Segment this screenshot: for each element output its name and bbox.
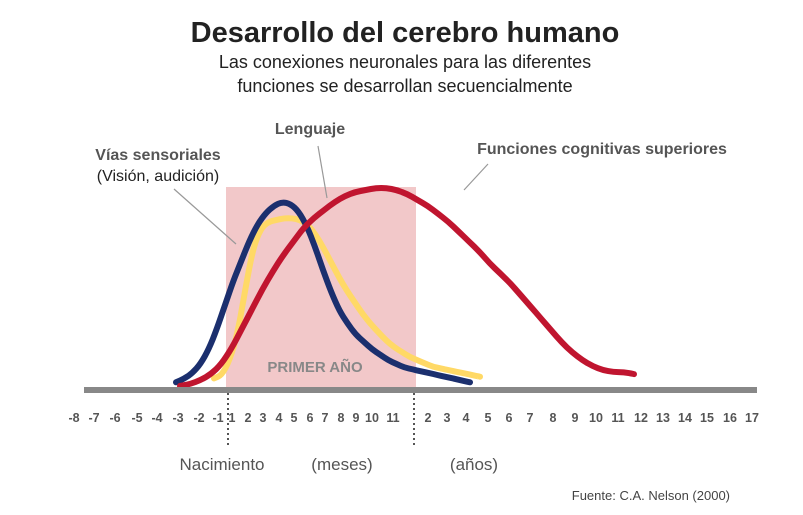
x-tick-label: -8 bbox=[68, 411, 79, 425]
x-tick-label: 14 bbox=[678, 411, 692, 425]
x-tick-label: 2 bbox=[425, 411, 432, 425]
x-tick-label: 5 bbox=[291, 411, 298, 425]
series-label-cognitive: Funciones cognitivas superiores bbox=[477, 141, 727, 158]
x-tick-label: -1 bbox=[212, 411, 223, 425]
x-tick-label: -5 bbox=[131, 411, 142, 425]
x-tick-label: 10 bbox=[365, 411, 379, 425]
chart-subtitle-line-1: Las conexiones neuronales para las difer… bbox=[219, 52, 591, 72]
x-tick-label: 12 bbox=[634, 411, 648, 425]
chart-subtitle-line-2: funciones se desarrollan secuencialmente bbox=[237, 76, 572, 96]
x-tick-label: 10 bbox=[589, 411, 603, 425]
x-tick-label: 15 bbox=[700, 411, 714, 425]
first-year-label: PRIMER AÑO bbox=[267, 358, 363, 376]
x-tick-label: 11 bbox=[386, 411, 399, 425]
x-tick-labels: -8 -7 -6 -5 -4 -3 -2 -1 1 2 3 4 5 6 7 8 9 10 11 2 3 4 5 6 7 8 9 10 1… bbox=[68, 411, 759, 425]
source-note: Fuente: C.A. Nelson (2000) bbox=[572, 488, 730, 503]
months-caption: (meses) bbox=[311, 455, 372, 474]
x-tick-label: 6 bbox=[506, 411, 513, 425]
birth-caption: Nacimiento bbox=[179, 455, 264, 474]
x-tick-label: 3 bbox=[444, 411, 451, 425]
chart-title: Desarrollo del cerebro humano bbox=[191, 17, 620, 49]
series-label-sensory-line2: (Visión, audición) bbox=[97, 168, 219, 185]
x-tick-label: 9 bbox=[353, 411, 360, 425]
x-tick-label: 7 bbox=[527, 411, 534, 425]
series-label-sensory: Vías sensoriales bbox=[95, 147, 221, 164]
x-tick-label: 13 bbox=[656, 411, 670, 425]
x-tick-label: 2 bbox=[245, 411, 252, 425]
x-tick-label: 8 bbox=[338, 411, 345, 425]
x-tick-label: -4 bbox=[151, 411, 162, 425]
x-axis-line bbox=[84, 387, 757, 393]
x-tick-label: 9 bbox=[572, 411, 579, 425]
curve-layer bbox=[173, 185, 637, 389]
years-caption: (años) bbox=[450, 455, 498, 474]
leader-line-language bbox=[317, 145, 328, 199]
x-tick-label: 16 bbox=[723, 411, 737, 425]
x-tick-label: 8 bbox=[550, 411, 557, 425]
x-tick-label: -3 bbox=[172, 411, 183, 425]
curve-language bbox=[173, 199, 473, 386]
x-tick-label: 1 bbox=[229, 411, 236, 425]
x-tick-label: 5 bbox=[485, 411, 492, 425]
x-tick-label: 11 bbox=[611, 411, 624, 425]
x-tick-label: 17 bbox=[745, 411, 759, 425]
curve-higher-cognitive bbox=[177, 185, 637, 389]
x-tick-label: -7 bbox=[88, 411, 99, 425]
leader-line-sensory bbox=[173, 188, 237, 245]
x-tick-label: 3 bbox=[260, 411, 267, 425]
x-tick-label: 6 bbox=[307, 411, 314, 425]
x-tick-label: -6 bbox=[109, 411, 120, 425]
x-tick-label: -2 bbox=[193, 411, 204, 425]
leader-line-cognitive bbox=[463, 163, 489, 191]
series-label-language: Lenguaje bbox=[275, 121, 345, 138]
x-tick-label: 4 bbox=[463, 411, 470, 425]
x-tick-label: 4 bbox=[276, 411, 283, 425]
x-tick-label: 7 bbox=[322, 411, 329, 425]
curve-sensory-pathways bbox=[211, 215, 483, 382]
